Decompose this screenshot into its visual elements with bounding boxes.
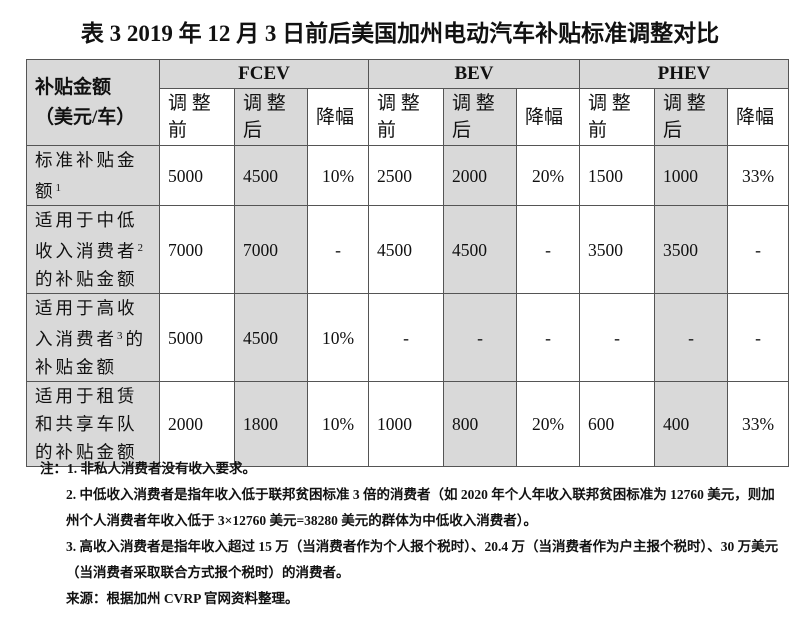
note-source: 来源：根据加州 CVRP 官网资料整理。	[66, 591, 299, 606]
table-row: 适用于中低收入消费者2的补贴金额 7000 7000-4500 4500-3500 35…	[26, 205, 789, 294]
row-label-text: 适用于中低收入消费者	[35, 210, 138, 261]
table-notes: 注：1. 非私人消费者没有收入要求。 2. 中低收入消费者是指年收入低于联邦贫困…	[40, 456, 780, 612]
cell: -	[727, 293, 789, 382]
group-bev: BEV	[368, 59, 580, 89]
cell: 800	[443, 381, 517, 467]
row-label: 标准补贴金额1	[26, 145, 160, 206]
table-row: 适用于租赁和共享车队的补贴金额 2000 1800 10% 1000 800 20% 600 4…	[26, 381, 789, 467]
corner-unit: （美元/车）	[35, 106, 136, 128]
row-label: 适用于租赁和共享车队的补贴金额	[26, 381, 160, 467]
row-label-text: 适用于租赁和共享车队的补贴金额	[35, 386, 138, 462]
subheader-fcev-2: 降幅	[307, 88, 369, 146]
subheader-fcev-0: 调 整 前	[159, 88, 235, 146]
table-row: 适用于高收入消费者3的补贴金额 5000 4500 10% - - - - - -	[26, 293, 789, 382]
subheader-phev-1: 调 整 后	[654, 88, 728, 146]
subheader-phev-0: 调 整 前	[579, 88, 655, 146]
cell: 4500	[234, 145, 308, 206]
cell: -	[579, 293, 655, 382]
row-label-tail: 的补贴金额	[35, 329, 146, 377]
cell: -	[727, 205, 789, 294]
group-fcev: FCEV	[159, 59, 369, 89]
subheader-bev-1: 调 整 后	[443, 88, 517, 146]
note-2: 2. 中低收入消费者是指年收入低于联邦贫困标准 3 倍的消费者（如 2020 年…	[66, 487, 775, 528]
cell: 10%	[307, 381, 369, 467]
table-title: 表 3 2019 年 12 月 3 日前后美国加州电动汽车补贴标准调整对比	[80, 21, 720, 46]
footnote-ref: 1	[55, 182, 64, 194]
subheader-fcev-1: 调 整 后	[234, 88, 308, 146]
corner-label: 补贴金额	[35, 76, 112, 98]
corner-header: 补贴金额 （美元/车）	[26, 59, 160, 146]
cell: 2000	[443, 145, 517, 206]
cell: 5000	[159, 293, 235, 382]
subheader-row: 调 整 前调 整 后降幅调 整 前调 整 后降幅调 整 前调 整 后降幅	[27, 88, 789, 146]
cell: 2500	[368, 145, 444, 206]
footnote-ref: 2	[137, 242, 146, 254]
cell: 600	[579, 381, 655, 467]
footnote-ref: 3	[117, 330, 126, 342]
cell: 1000	[368, 381, 444, 467]
row-label-text: 标准补贴金额	[35, 150, 138, 201]
cell: -	[654, 293, 728, 382]
note-3: 3. 高收入消费者是指年收入超过 15 万（当消费者作为个人报个税时）、20.4…	[66, 539, 779, 580]
header-row: 补贴金额 （美元/车） FCEV BEV PHEV	[26, 59, 789, 146]
cell: -	[368, 293, 444, 382]
cell: 3500	[654, 205, 728, 294]
note-1: 注：1. 非私人消费者没有收入要求。	[40, 461, 256, 476]
row-label: 适用于中低收入消费者2 的补贴金额	[26, 205, 160, 294]
cell: 10%	[307, 293, 369, 382]
cell: 2000	[159, 381, 235, 467]
group-phev: PHEV	[579, 59, 789, 89]
subsidy-table: 补贴金额 （美元/车） FCEV BEV PHEV 调 整 前调 整 后降幅调 …	[26, 59, 789, 467]
row-label: 适用于高收入消费者3的补贴金额	[26, 293, 160, 382]
subheader-bev-2: 降幅	[516, 88, 580, 146]
cell: 7000	[234, 205, 308, 294]
cell: 1800	[234, 381, 308, 467]
cell: 7000	[159, 205, 235, 294]
subheader-bev-0: 调 整 前	[368, 88, 444, 146]
cell: 10%	[307, 145, 369, 206]
cell: 400	[654, 381, 728, 467]
cell: -	[516, 293, 580, 382]
cell: 1500	[579, 145, 655, 206]
cell: -	[443, 293, 517, 382]
table-row: 标准补贴金额1 5000 4500 10% 2500 2000 20% 1500 1000 33%	[26, 145, 789, 206]
cell: 33%	[727, 145, 789, 206]
row-label-text: 适用于高收入消费者	[35, 298, 138, 349]
cell: 20%	[516, 381, 580, 467]
cell: 4500	[234, 293, 308, 382]
cell: 3500	[579, 205, 655, 294]
cell: 1000	[654, 145, 728, 206]
cell: 4500	[368, 205, 444, 294]
subheader-phev-2: 降幅	[727, 88, 789, 146]
cell: 5000	[159, 145, 235, 206]
cell: 4500	[443, 205, 517, 294]
cell: -	[307, 205, 369, 294]
cell: -	[516, 205, 580, 294]
cell: 33%	[727, 381, 789, 467]
row-label-tail: 的补贴金额	[35, 269, 138, 289]
cell: 20%	[516, 145, 580, 206]
